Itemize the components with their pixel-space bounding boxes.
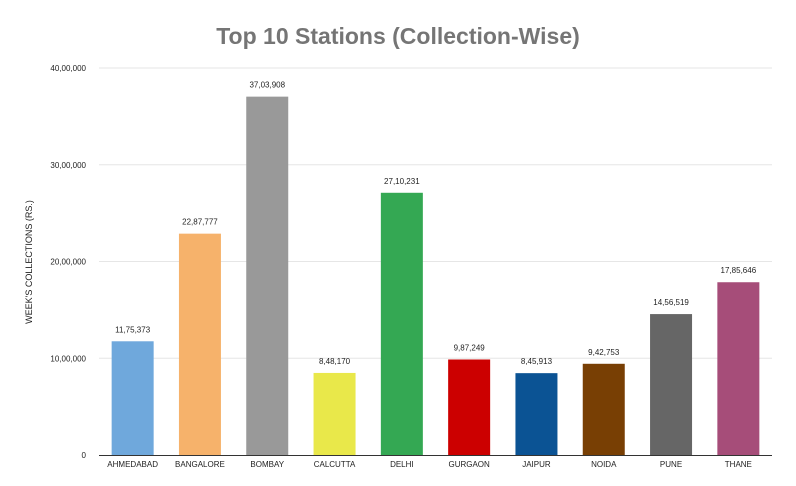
- y-axis-ticks: 0 10,00,000 20,00,000 30,00,000 40,00,000: [50, 64, 86, 460]
- bar-thane: [717, 282, 760, 455]
- data-label-bombay: 37,03,908: [249, 81, 285, 90]
- y-tick-label: 0: [82, 451, 87, 460]
- bars: [111, 96, 760, 455]
- x-tick-label-noida: NOIDA: [591, 460, 617, 469]
- x-tick-label-jaipur: JAIPUR: [522, 460, 551, 469]
- data-label-gurgaon: 9,87,249: [454, 343, 486, 352]
- x-tick-label-pune: PUNE: [660, 460, 682, 469]
- data-label-calcutta: 8,48,170: [319, 357, 351, 366]
- bar-jaipur: [515, 373, 558, 455]
- bar-bangalore: [178, 233, 221, 455]
- bar-gurgaon: [448, 359, 491, 455]
- bar-ahmedabad: [111, 341, 154, 455]
- x-axis-ticks: AHMEDABAD BANGALORE BOMBAY CALCUTTA DELHI GUR…: [107, 460, 752, 469]
- x-tick-label-bombay: BOMBAY: [250, 460, 284, 469]
- data-label-jaipur: 8,45,913: [521, 357, 553, 366]
- y-tick-label: 30,00,000: [50, 161, 86, 170]
- y-tick-label: 20,00,000: [50, 258, 86, 267]
- x-tick-label-bangalore: BANGALORE: [175, 460, 225, 469]
- data-label-bangalore: 22,87,777: [182, 218, 218, 227]
- x-tick-label-gurgaon: GURGAON: [448, 460, 490, 469]
- bar-bombay: [246, 96, 289, 455]
- data-label-delhi: 27,10,231: [384, 177, 420, 186]
- chart-title: Top 10 Stations (Collection-Wise): [216, 23, 580, 49]
- bar-noida: [582, 363, 625, 455]
- bar-pune: [650, 314, 693, 455]
- x-tick-label-calcutta: CALCUTTA: [314, 460, 356, 469]
- data-label-ahmedabad: 11,75,373: [115, 325, 151, 334]
- x-tick-label-thane: THANE: [725, 460, 752, 469]
- data-labels: 11,75,373 22,87,777 37,03,908 8,48,170 27,10…: [115, 81, 757, 367]
- data-label-noida: 9,42,753: [588, 348, 620, 357]
- bar-delhi: [380, 192, 423, 455]
- x-tick-label-delhi: DELHI: [390, 460, 414, 469]
- data-label-thane: 17,85,646: [721, 266, 757, 275]
- y-tick-label: 40,00,000: [50, 64, 86, 73]
- y-axis-title: WEEK'S COLLECTIONS (RS.): [24, 200, 34, 324]
- y-tick-label: 10,00,000: [50, 354, 86, 363]
- data-label-pune: 14,56,519: [653, 298, 689, 307]
- x-tick-label-ahmedabad: AHMEDABAD: [107, 460, 158, 469]
- bar-calcutta: [313, 372, 356, 455]
